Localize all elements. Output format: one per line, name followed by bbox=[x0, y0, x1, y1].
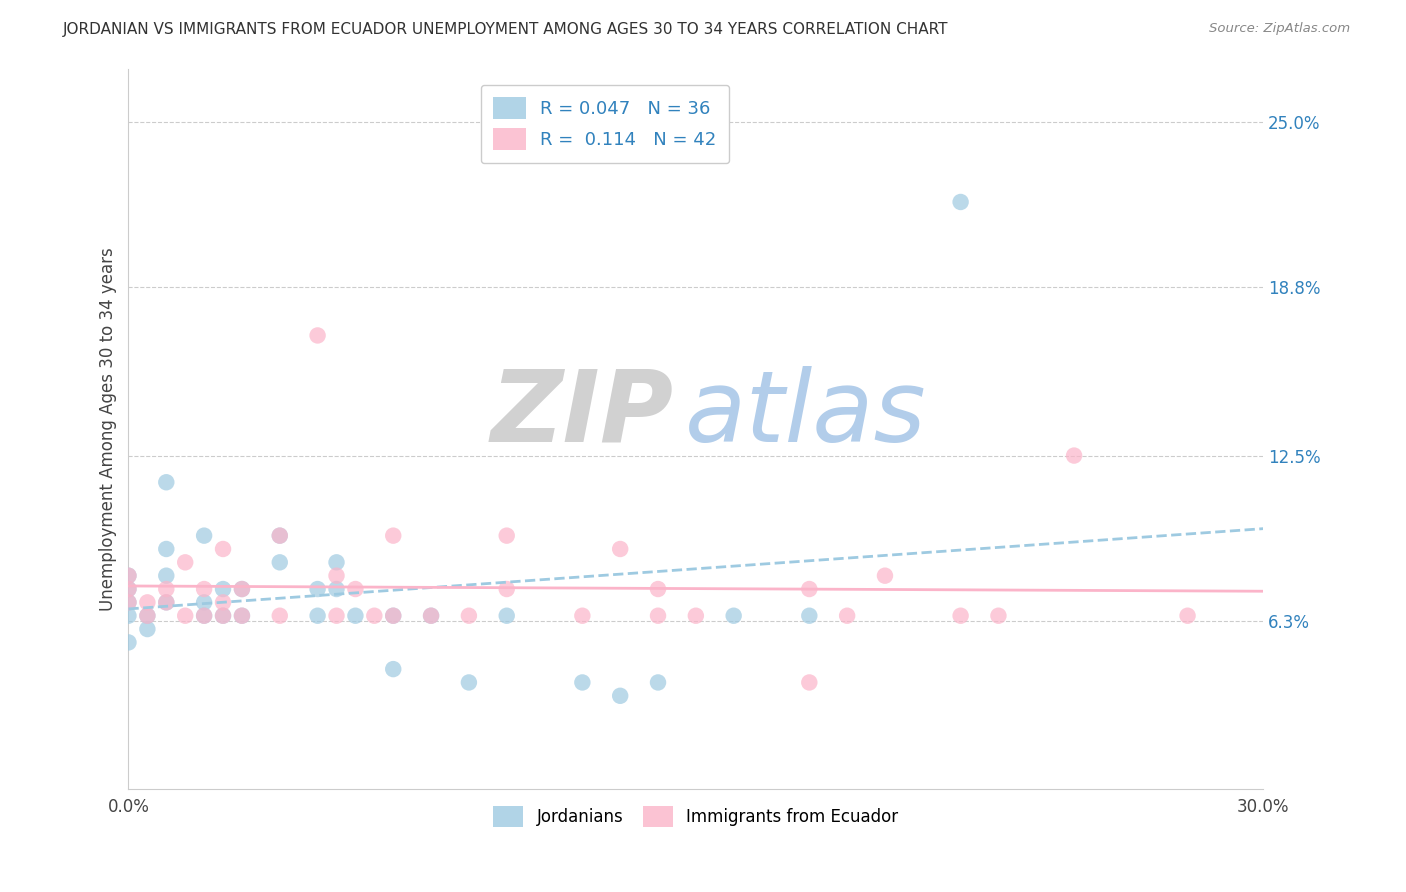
Point bbox=[117, 595, 139, 609]
Point bbox=[212, 582, 235, 596]
Text: ZIP: ZIP bbox=[491, 366, 673, 463]
Point bbox=[117, 568, 139, 582]
Point bbox=[495, 608, 517, 623]
Point bbox=[325, 568, 347, 582]
Point bbox=[136, 608, 159, 623]
Point bbox=[193, 608, 215, 623]
Point bbox=[193, 595, 215, 609]
Point bbox=[571, 608, 593, 623]
Point bbox=[307, 582, 329, 596]
Point bbox=[136, 622, 159, 636]
Point bbox=[212, 608, 235, 623]
Point bbox=[174, 608, 197, 623]
Point bbox=[136, 595, 159, 609]
Point bbox=[155, 595, 177, 609]
Point bbox=[174, 555, 197, 569]
Point bbox=[799, 582, 821, 596]
Point bbox=[269, 528, 291, 542]
Point bbox=[269, 555, 291, 569]
Text: JORDANIAN VS IMMIGRANTS FROM ECUADOR UNEMPLOYMENT AMONG AGES 30 TO 34 YEARS CORR: JORDANIAN VS IMMIGRANTS FROM ECUADOR UNE… bbox=[63, 22, 949, 37]
Point bbox=[155, 541, 177, 556]
Point bbox=[231, 582, 253, 596]
Point bbox=[987, 608, 1010, 623]
Point bbox=[949, 194, 972, 209]
Point bbox=[117, 568, 139, 582]
Point bbox=[136, 608, 159, 623]
Point bbox=[212, 595, 235, 609]
Point bbox=[325, 555, 347, 569]
Point bbox=[155, 582, 177, 596]
Point bbox=[609, 689, 631, 703]
Point bbox=[495, 582, 517, 596]
Point bbox=[193, 582, 215, 596]
Point bbox=[231, 608, 253, 623]
Point bbox=[382, 608, 405, 623]
Point bbox=[723, 608, 745, 623]
Point bbox=[685, 608, 707, 623]
Point bbox=[457, 608, 479, 623]
Point bbox=[269, 528, 291, 542]
Point bbox=[344, 582, 367, 596]
Point bbox=[382, 528, 405, 542]
Y-axis label: Unemployment Among Ages 30 to 34 years: Unemployment Among Ages 30 to 34 years bbox=[100, 247, 117, 611]
Point bbox=[117, 595, 139, 609]
Text: atlas: atlas bbox=[685, 366, 927, 463]
Point bbox=[420, 608, 443, 623]
Point bbox=[269, 608, 291, 623]
Point bbox=[382, 662, 405, 676]
Point bbox=[307, 608, 329, 623]
Point bbox=[949, 608, 972, 623]
Point bbox=[155, 568, 177, 582]
Point bbox=[231, 608, 253, 623]
Point bbox=[382, 608, 405, 623]
Point bbox=[609, 541, 631, 556]
Point bbox=[457, 675, 479, 690]
Point bbox=[117, 608, 139, 623]
Point bbox=[231, 582, 253, 596]
Point bbox=[155, 475, 177, 490]
Point bbox=[307, 328, 329, 343]
Point bbox=[117, 582, 139, 596]
Point bbox=[155, 595, 177, 609]
Text: Source: ZipAtlas.com: Source: ZipAtlas.com bbox=[1209, 22, 1350, 36]
Point bbox=[647, 608, 669, 623]
Point bbox=[1063, 449, 1085, 463]
Point bbox=[495, 528, 517, 542]
Point bbox=[325, 608, 347, 623]
Legend: Jordanians, Immigrants from Ecuador: Jordanians, Immigrants from Ecuador bbox=[485, 798, 907, 835]
Point bbox=[837, 608, 859, 623]
Point bbox=[420, 608, 443, 623]
Point bbox=[647, 582, 669, 596]
Point bbox=[325, 582, 347, 596]
Point bbox=[117, 635, 139, 649]
Point bbox=[212, 541, 235, 556]
Point bbox=[363, 608, 385, 623]
Point bbox=[344, 608, 367, 623]
Point bbox=[647, 675, 669, 690]
Point bbox=[212, 608, 235, 623]
Point bbox=[799, 675, 821, 690]
Point bbox=[571, 675, 593, 690]
Point bbox=[1177, 608, 1199, 623]
Point bbox=[193, 528, 215, 542]
Point bbox=[799, 608, 821, 623]
Point bbox=[117, 582, 139, 596]
Point bbox=[193, 608, 215, 623]
Point bbox=[873, 568, 896, 582]
